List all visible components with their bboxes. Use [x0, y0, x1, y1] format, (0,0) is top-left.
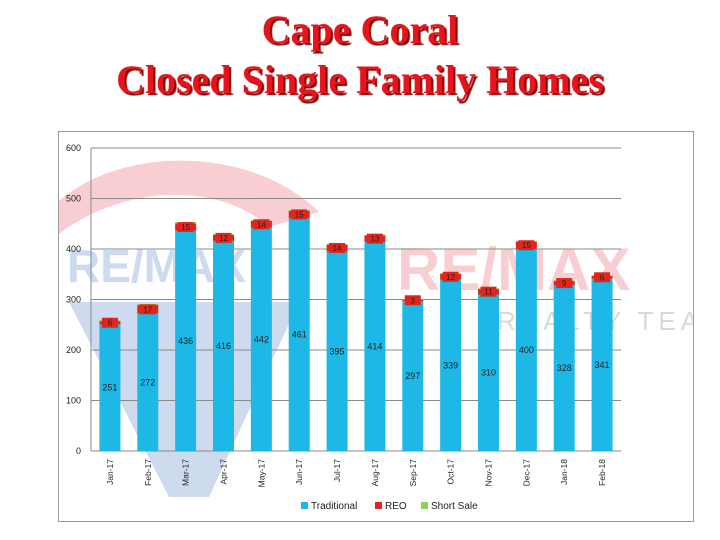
data-label-reo: 15	[181, 223, 190, 232]
x-axis-tick-labels: Jan-17 Feb-17 Mar-17 Apr-17 May-17 Jun-17 Jul-…	[105, 459, 607, 488]
data-label-reo-box	[366, 233, 383, 244]
bar-traditional	[137, 313, 159, 451]
bar-traditional	[250, 227, 272, 451]
page-title-line-2: Closed Single Family Homes	[116, 57, 604, 102]
data-label-reo: 13	[370, 235, 379, 244]
data-label-traditional: 339	[443, 360, 458, 370]
data-label-reo: 14	[257, 220, 266, 229]
bars: 251 6 272 17 436 15 416 12 442 14 461 15 395 14 414 13 2…	[99, 209, 613, 451]
y-tick-label: 100	[66, 396, 81, 406]
watermark-brand-right: RE/MAX	[397, 236, 630, 303]
data-label-reo-box	[594, 272, 611, 283]
data-label-traditional: 436	[178, 336, 193, 346]
x-tick-label: Aug-17	[370, 459, 380, 487]
data-label-reo: 3	[411, 296, 416, 305]
x-tick-label: May-17	[256, 459, 266, 488]
bar-traditional	[591, 278, 613, 451]
data-label-reo-box	[518, 240, 535, 251]
x-tick-label: Jul-17	[332, 459, 342, 482]
data-label-traditional: 310	[481, 368, 496, 378]
data-label-reo-box	[480, 286, 497, 297]
data-label-reo: 11	[484, 288, 493, 297]
y-tick-label: 600	[66, 143, 81, 153]
chart-frame: RE/MAX RE/MAX REALTY TEAM 25162721743615…	[58, 131, 694, 522]
x-tick-label: Feb-17	[143, 459, 153, 486]
legend: Traditional REO Short Sale	[301, 501, 478, 512]
data-label-reo: 17	[143, 305, 152, 314]
legend-swatch	[301, 502, 308, 509]
data-label-reo: 15	[295, 210, 304, 219]
y-tick-label: 0	[76, 446, 81, 456]
data-label-reo-box	[556, 278, 573, 289]
data-label-reo: 12	[219, 234, 228, 243]
data-label-traditional: 416	[216, 341, 231, 351]
data-label-traditional: 251	[102, 383, 117, 393]
data-label-traditional: 272	[140, 377, 155, 387]
bar-traditional	[326, 251, 348, 451]
data-label-traditional: 461	[292, 330, 307, 340]
bar-traditional	[402, 301, 424, 451]
y-tick-label: 500	[66, 194, 81, 204]
data-label-reo: 6	[600, 273, 605, 282]
data-label-reo: 15	[522, 241, 531, 250]
bar-traditional	[364, 241, 386, 451]
legend-swatch	[375, 502, 382, 509]
data-label-reo-box	[404, 295, 421, 306]
x-tick-label: Oct-17	[446, 459, 456, 485]
y-tick-label: 200	[66, 345, 81, 355]
legend-label: Short Sale	[431, 501, 478, 512]
data-label-traditional: 395	[330, 346, 345, 356]
y-axis-tick-labels: 0 100 200 300 400 500 600	[66, 143, 81, 456]
x-tick-label: Mar-17	[181, 459, 191, 486]
data-label-traditional: 328	[557, 363, 572, 373]
x-tick-label: Feb-18	[597, 459, 607, 486]
bar-traditional	[440, 279, 462, 451]
data-label-reo-box	[101, 317, 118, 328]
data-label-reo: 12	[446, 273, 455, 282]
data-label-reo-box	[139, 304, 156, 315]
data-label-traditional: 414	[367, 341, 382, 351]
bar-traditional	[213, 240, 234, 451]
bar-traditional	[99, 324, 121, 451]
data-label-reo-box	[253, 219, 270, 230]
x-tick-label: Apr-17	[219, 459, 229, 485]
data-label-reo-box	[177, 222, 194, 233]
data-label-reo: 6	[108, 319, 113, 328]
legend-label: REO	[385, 501, 407, 512]
data-label-reo-box	[215, 232, 232, 243]
x-tick-label: Jun-17	[294, 459, 304, 485]
bar-chart: RE/MAX RE/MAX REALTY TEAM 25162721743615…	[59, 143, 693, 512]
data-label-reo-box	[329, 242, 346, 253]
data-label-reo: 9	[562, 279, 567, 288]
y-tick-label: 400	[66, 244, 81, 254]
balloon-top-shape	[59, 160, 319, 235]
x-tick-label: Sep-17	[408, 459, 418, 487]
data-label-traditional: 297	[405, 371, 420, 381]
data-label-traditional: 442	[254, 334, 269, 344]
data-label-reo: 14	[333, 244, 342, 253]
data-label-reo-box	[442, 271, 459, 282]
bar-traditional	[288, 218, 310, 451]
x-tick-label: Jan-18	[559, 459, 569, 485]
x-tick-label: Jan-17	[105, 459, 115, 485]
bar-traditional	[478, 294, 499, 451]
data-label-traditional: 400	[519, 345, 534, 355]
y-tick-label: 300	[66, 295, 81, 305]
page-title-line-1: Cape Coral	[261, 7, 459, 52]
bar-traditional	[175, 230, 197, 451]
data-label-traditional: 341	[595, 360, 610, 370]
bar-traditional	[515, 249, 537, 451]
x-tick-label: Nov-17	[484, 459, 494, 487]
bar-traditional	[553, 285, 575, 451]
legend-label: Traditional	[311, 501, 357, 512]
legend-swatch	[421, 502, 428, 509]
x-tick-label: Dec-17	[521, 459, 531, 487]
data-label-reo-box	[291, 209, 308, 220]
